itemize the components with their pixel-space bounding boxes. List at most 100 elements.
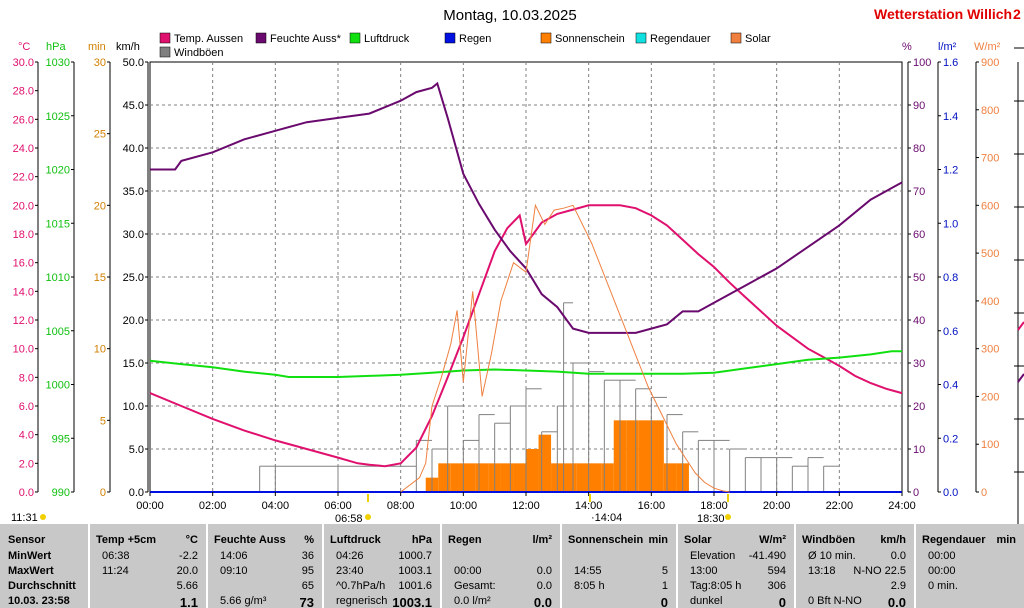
cell-value: 73 — [299, 595, 314, 608]
table-row: Ø 10 min. 0.0 — [796, 550, 916, 565]
table-row: 09:10 95 — [208, 565, 324, 580]
axis-tick-label-temp: 20.0 — [13, 200, 34, 212]
axes: 0.0 2.0 4.0 6.0 8.0 10.0 12.0 14.0 16.0 18.0 20.0 2… — [13, 57, 1000, 499]
axis-tick-label-minutes: 30 — [94, 57, 106, 69]
axis-tick-label-pressure: 1000 — [46, 380, 70, 392]
table-row — [442, 550, 562, 565]
cell-left: 04:26 — [336, 550, 364, 562]
sunset-icon — [725, 514, 731, 520]
sensor-row-label: 10.03. 23:58 — [8, 595, 70, 607]
legend-label: Solar — [745, 33, 771, 45]
sensor-row-label: MaxWert — [8, 565, 54, 577]
axis-tick-label-pressure: 995 — [52, 433, 70, 445]
cell-value: 0 — [778, 595, 786, 608]
cell-left: 11:24 — [102, 565, 129, 577]
sensor-row-label: MinWert — [8, 550, 52, 562]
axis-tick-label-humidity: 100 — [913, 57, 931, 69]
sunshine-bar — [626, 420, 639, 492]
table-row: 5.66 — [90, 580, 208, 595]
cell-value: 65 — [301, 580, 314, 592]
axis-tick-label-rain: 1.4 — [943, 111, 958, 123]
table-row: 0.0 l/m² 0.0 — [442, 595, 562, 608]
axis-tick-label-rain: 0.4 — [943, 380, 958, 392]
cell-left: Tag:8:05 h — [690, 580, 742, 592]
axis-tick-label-solar: 400 — [981, 296, 999, 308]
table-row: 8:05 h 1 — [562, 580, 678, 595]
series-line-pressure — [149, 350, 902, 378]
x-tick-label: 14:00 — [575, 500, 603, 512]
wind-gust-bars — [259, 302, 840, 492]
axis-tick-label-rain: 1.6 — [943, 57, 958, 69]
table-row: 00:00 — [916, 550, 1024, 565]
cell-left: 0 min. — [928, 580, 958, 592]
x-tick-label: 24:00 — [888, 500, 916, 512]
axis-tick-label-temp: 8.0 — [19, 372, 34, 384]
column-unit: W/m² — [759, 534, 786, 546]
sensor-column: Sensor MinWert MaxWert Durchschnitt 10.03. 2… — [0, 524, 88, 608]
minutes-unit-label: min — [88, 41, 106, 53]
legend-label: Regen — [459, 33, 491, 45]
humidity-unit-label: % — [902, 41, 912, 53]
axis-tick-label-wind: 10.0 — [123, 401, 144, 413]
cell-value: -2.2 — [179, 550, 198, 562]
table-row: 1.1 — [90, 595, 208, 608]
table-row: 13:18 N-NO 22.5 — [796, 565, 916, 580]
column-header: Solar — [684, 534, 712, 546]
cell-left: ^0.7hPa/h — [336, 580, 386, 592]
axis-tick-label-rain: 0.8 — [943, 272, 958, 284]
stats-column: Windböen km/h Ø 10 min. 0.0 13:18 N-NO 22.5 2.… — [794, 524, 916, 608]
statistics-table: Sensor MinWert MaxWert Durchschnitt 10.03. 2… — [0, 524, 1024, 608]
table-header-row: Regen l/m² — [442, 534, 562, 549]
axis-tick-label-temp: 22.0 — [13, 172, 34, 184]
stats-column: Sonnenschein min 14:55 5 8:05 h 1 0 — [560, 524, 678, 608]
cell-value: 1001.6 — [398, 580, 432, 592]
stats-column: Solar W/m² Elevation -41.490 13:00 594 Tag:8:0… — [676, 524, 796, 608]
table-row: Elevation -41.490 — [678, 550, 796, 565]
sunshine-bar — [563, 463, 577, 492]
series-line-solar — [400, 203, 730, 493]
sunshine-bar — [513, 463, 526, 492]
cell-value: 1003.1 — [398, 565, 432, 577]
axis-tick-label-solar: 900 — [981, 57, 999, 69]
table-header-row: Regendauer min — [916, 534, 1024, 549]
cell-left: 0 Bft N-NO — [808, 595, 862, 607]
sunshine-bar — [601, 463, 614, 492]
axis-tick-label-wind: 50.0 — [123, 57, 144, 69]
column-unit: hPa — [411, 534, 432, 546]
sunshine-bar — [500, 463, 514, 492]
cell-value: 0.0 — [890, 550, 906, 562]
legend-swatch — [255, 32, 267, 44]
table-header-row: Temp +5cm °C — [90, 534, 208, 549]
axis-tick-label-wind: 25.0 — [123, 272, 144, 284]
pressure-unit-label: hPa — [46, 41, 66, 53]
table-header-row: Sonnenschein min — [562, 534, 678, 549]
axis-tick-label-wind: 15.0 — [123, 358, 144, 370]
table-row: Tag:8:05 h 306 — [678, 580, 796, 595]
x-tick-label: 04:00 — [262, 500, 290, 512]
axis-tick-label-wind: 40.0 — [123, 143, 144, 155]
cell-left: 13:00 — [690, 565, 718, 577]
table-row: MinWert — [0, 550, 88, 565]
cell-left: 00:00 — [454, 565, 482, 577]
axis-tick-label-humidity: 0 — [913, 487, 919, 499]
axis-tick-label-humidity: 40 — [913, 315, 925, 327]
cell-left: 06:38 — [102, 550, 130, 562]
cell-left: Ø 10 min. — [808, 550, 856, 562]
column-unit: % — [304, 534, 314, 546]
station-suffix: 2 — [1013, 6, 1021, 22]
cell-value: 0.0 — [536, 565, 552, 577]
cell-value: 5 — [661, 565, 668, 577]
rain-unit-label: l/m² — [938, 41, 957, 53]
legend-label: Windböen — [174, 47, 224, 59]
cell-value: 0.0 — [536, 580, 552, 592]
cell-left: Elevation — [690, 550, 736, 562]
column-unit: min — [996, 534, 1016, 546]
table-row — [916, 595, 1024, 608]
axis-tick-label-temp: 12.0 — [13, 315, 34, 327]
table-row: MaxWert — [0, 565, 88, 580]
cell-left: 09:10 — [220, 565, 248, 577]
legend-label: Temp. Aussen — [174, 33, 243, 45]
column-header: Sonnenschein — [568, 534, 644, 546]
axis-tick-label-rain: 1.0 — [943, 218, 958, 230]
table-row: 04:26 1000.7 — [324, 550, 442, 565]
